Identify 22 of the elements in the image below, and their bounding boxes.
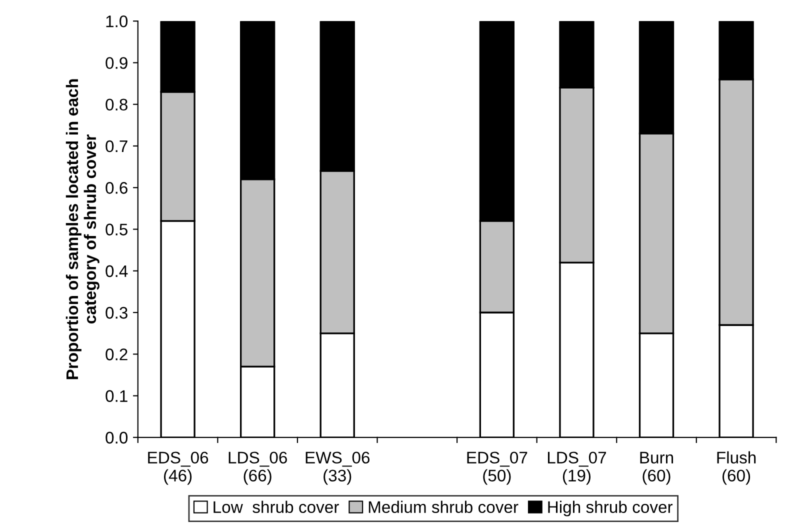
x-tick-label: Burn (60) [640,452,674,485]
x-tick-label: Flush (60) [717,451,756,485]
x-tick-label: LDS_07 (19) [548,452,606,485]
y-tick-label: 1.0 [106,15,128,28]
y-tick-label: 0.0 [106,432,128,444]
y-tick-label: 0.3 [106,306,128,319]
y-tick-label: 0.5 [106,224,128,236]
legend-label: Low shrub cover [214,500,339,514]
x-tick-label: EWS_06 (33) [306,452,370,485]
y-axis-title: Proportion of samples located in each category of shrub cover [66,79,100,380]
legend-label: High shrub cover [548,500,673,516]
y-tick-label: 0.9 [106,57,128,69]
y-tick-label: 0.4 [106,265,128,278]
x-tick-label: LDS_06 (66) [228,452,287,485]
legend-label: Medium shrub cover [368,500,518,514]
y-tick-label: 0.1 [106,390,128,402]
x-tick-label: EDS_07 (50) [467,452,528,485]
y-tick-label: 0.6 [106,182,128,194]
x-tick-label: EDS_06 (46) [148,452,208,485]
y-tick-label: 0.2 [106,348,128,360]
y-tick-label: 0.8 [106,98,128,111]
y-tick-label: 0.7 [106,140,128,152]
